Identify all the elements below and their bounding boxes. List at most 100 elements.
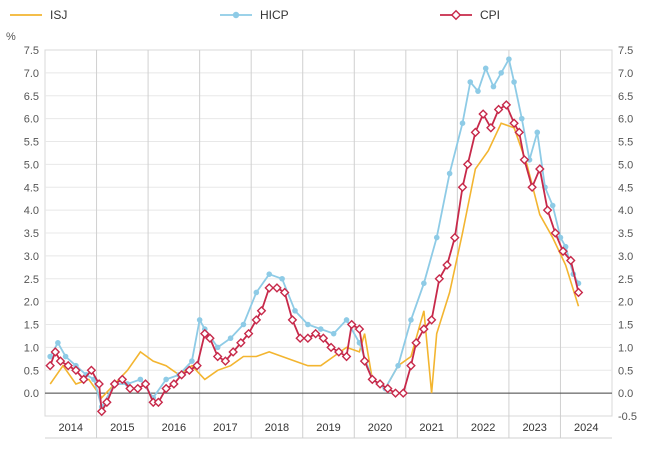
point-cpi (153, 397, 164, 408)
point-cpi (573, 287, 584, 298)
point-cpi (406, 360, 416, 371)
point-cpi (367, 374, 378, 385)
point-cpi (236, 338, 246, 348)
point-hicp (317, 326, 324, 332)
point-cpi (303, 333, 313, 344)
point-hicp (137, 376, 144, 383)
series-layer (45, 56, 584, 417)
point-cpi (457, 182, 468, 193)
point-hicp (330, 330, 337, 337)
point-cpi (442, 260, 452, 270)
x-tick-label-2014: 2014 (59, 422, 83, 434)
y-tick-label-left: 2.0 (24, 297, 39, 309)
y-tick-label-left: 5.0 (24, 159, 39, 171)
point-hicp (253, 289, 260, 296)
grid (44, 49, 613, 439)
point-hicp (408, 317, 414, 323)
point-cpi (184, 365, 195, 376)
point-cpi (341, 351, 352, 362)
point-cpi (243, 328, 254, 339)
point-hicp (490, 83, 497, 90)
point-cpi (527, 182, 537, 193)
y-tick-label-left: 0.5 (24, 365, 39, 377)
point-cpi (287, 315, 298, 325)
point-cpi (426, 315, 437, 325)
point-cpi (493, 104, 504, 115)
point-hicp (518, 115, 525, 122)
legend-label-isj: ISJ (50, 8, 67, 22)
y-tick-label-left: 3.5 (24, 228, 39, 240)
point-cpi (176, 370, 187, 380)
axes: -0.5 0.0 0.5 1.0 1.5 2.0 2.5 3.0 3.5 4.0 4.5 5.0 5.5… (24, 45, 637, 434)
point-cpi (71, 365, 81, 376)
y-tick-label-right: 4.5 (618, 182, 633, 194)
point-hicp (240, 321, 247, 328)
y-tick-label-right: 0.5 (618, 365, 633, 377)
point-hicp (279, 275, 285, 282)
point-cpi (359, 356, 370, 366)
legend-marker-hicp (232, 11, 240, 19)
point-hicp (292, 307, 298, 314)
y-tick-label-right: 1.5 (618, 320, 633, 332)
point-cpi (509, 118, 519, 128)
point-cpi (212, 351, 223, 362)
point-hicp (446, 170, 453, 177)
point-cpi (200, 328, 210, 339)
point-hicp (196, 317, 203, 323)
point-hicp (55, 340, 61, 346)
point-hicp (506, 56, 512, 62)
point-cpi (486, 122, 496, 133)
x-tick-label-2018: 2018 (265, 422, 289, 434)
point-cpi (86, 365, 97, 376)
point-cpi (375, 379, 385, 389)
x-tick-label-2022: 2022 (471, 422, 495, 434)
legend-marker-cpi (450, 9, 462, 21)
point-hicp (421, 280, 427, 287)
y-tick-label-right: 5.0 (618, 159, 633, 171)
y-tick-label-left: 7.5 (24, 45, 39, 57)
point-cpi (96, 406, 107, 417)
point-cpi (50, 347, 61, 357)
point-hicp (62, 353, 69, 360)
point-cpi (519, 155, 530, 165)
point-hicp (47, 353, 53, 360)
x-tick-label-2020: 2020 (368, 422, 392, 434)
point-hicp (433, 234, 440, 241)
point-cpi (272, 283, 282, 293)
y-tick-label-left: 6.0 (24, 114, 39, 126)
legend-label-hicp: HICP (260, 8, 289, 22)
y-tick-label-right: 1.0 (618, 342, 633, 354)
point-cpi (63, 360, 73, 371)
point-hicp (343, 317, 350, 323)
point-cpi (161, 383, 171, 394)
point-hicp (467, 79, 474, 85)
point-cpi (419, 324, 429, 334)
point-hicp (526, 157, 533, 163)
point-cpi (55, 356, 66, 366)
point-cpi (264, 283, 275, 293)
point-cpi (256, 305, 267, 316)
point-cpi (346, 319, 357, 330)
point-cpi (192, 360, 202, 371)
point-cpi (565, 255, 576, 266)
y-tick-label-left: 4.5 (24, 182, 39, 194)
point-hicp (475, 88, 481, 94)
y-tick-label-left: 1.0 (24, 342, 39, 354)
point-cpi (109, 379, 120, 389)
point-hicp (534, 129, 541, 136)
point-cpi (514, 127, 525, 138)
point-cpi (78, 374, 89, 385)
point-cpi (478, 109, 488, 119)
y-tick-label-left: 6.5 (24, 91, 39, 103)
y-tick-label-right: 2.5 (618, 274, 633, 286)
y-axis-label: % (6, 31, 16, 43)
y-tick-label-left: 0.0 (24, 388, 39, 400)
legend-label-cpi: CPI (480, 8, 500, 22)
point-cpi (279, 287, 290, 298)
point-hicp (482, 65, 489, 72)
point-hicp (305, 321, 311, 328)
x-tick-label-2021: 2021 (419, 422, 443, 434)
y-tick-label-right: 2.0 (618, 297, 633, 309)
y-tick-label-left: 2.5 (24, 274, 39, 286)
